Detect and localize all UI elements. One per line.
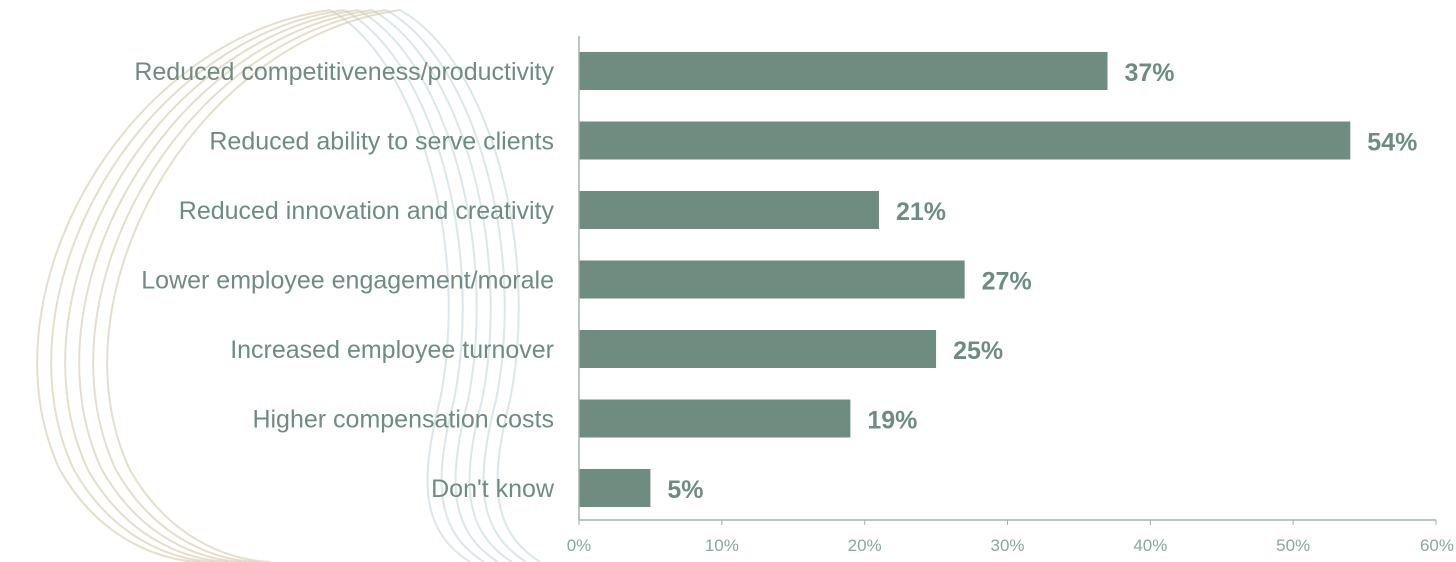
decorative-arc [343, 9, 485, 562]
value-label: 54% [1367, 129, 1417, 157]
bars-group [579, 52, 1351, 507]
value-labels-group: 37% 54% 21% 27% 25% 19% 5% [667, 59, 1417, 504]
bar [579, 469, 651, 507]
decorative-arc [64, 9, 359, 562]
value-label: 27% [982, 268, 1032, 296]
decorative-arc [50, 9, 345, 562]
category-label: Increased employee turnover [230, 336, 554, 364]
value-label: 37% [1124, 59, 1174, 87]
bar [579, 399, 851, 438]
x-tick-label: 0% [567, 536, 592, 555]
bar [579, 330, 937, 368]
x-tick-label: 30% [990, 536, 1024, 555]
value-label: 19% [867, 407, 917, 435]
bar [579, 191, 879, 229]
x-tick-label: 50% [1276, 536, 1310, 555]
category-label: Reduced competitiveness/productivity [134, 58, 554, 86]
decorative-arc [78, 9, 373, 562]
category-label: Reduced ability to serve clients [209, 128, 554, 156]
category-label: Higher compensation costs [252, 406, 554, 434]
bar [579, 260, 965, 299]
bar [579, 52, 1108, 90]
category-label: Lower employee engagement/morale [141, 267, 554, 295]
decorative-arc [329, 9, 471, 562]
decorative-arcs [36, 9, 541, 562]
category-labels-group: Reduced competitiveness/productivity Redu… [134, 58, 555, 503]
value-label: 25% [953, 337, 1003, 365]
x-tick-label: 40% [1133, 536, 1167, 555]
decorative-arc [357, 9, 499, 562]
bar [579, 121, 1351, 160]
category-label: Don't know [431, 475, 555, 503]
x-tick-label: 60% [1420, 536, 1454, 555]
category-label: Reduced innovation and creativity [179, 197, 555, 225]
decorative-arc [399, 9, 541, 562]
decorative-arc [385, 9, 527, 562]
decorative-arc [371, 9, 513, 562]
decorative-arc [106, 9, 401, 562]
value-label: 21% [896, 198, 946, 226]
value-label: 5% [667, 476, 703, 504]
x-tick-label: 10% [705, 536, 739, 555]
decorative-arc [36, 9, 331, 562]
tick-labels-group: 0% 10% 20% 30% 40% 50% 60% [567, 520, 1454, 555]
decorative-arc [92, 9, 387, 562]
x-tick-label: 20% [848, 536, 882, 555]
